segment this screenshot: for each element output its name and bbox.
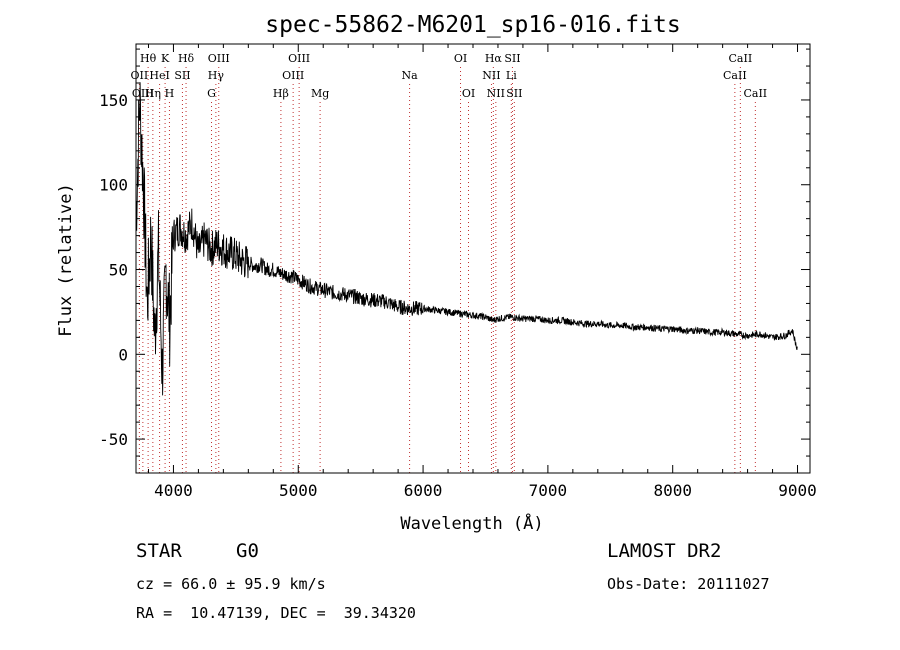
spectral-line-label: Na: [402, 69, 419, 82]
x-tick-label: 4000: [154, 481, 193, 500]
spectral-line-label: CaII: [723, 69, 747, 82]
spectral-line-label: OII: [131, 69, 149, 82]
y-tick-label: 150: [99, 91, 128, 110]
coordinates: RA = 10.47139, DEC = 39.34320: [136, 604, 416, 622]
spectral-line-label: OIII: [208, 52, 230, 65]
y-tick-label: -50: [99, 430, 128, 449]
object-class: STAR: [136, 540, 182, 562]
spectral-line-label: H: [165, 87, 175, 100]
survey-name: LAMOST DR2: [607, 540, 722, 562]
spectral-line-label: NII: [487, 87, 505, 100]
spectral-line-label: SII: [174, 69, 190, 82]
spectral-line-label: Hθ: [140, 52, 157, 65]
spectral-line-label: Hγ: [208, 69, 225, 82]
object-subclass: G0: [236, 540, 259, 562]
y-tick-label: 100: [99, 176, 128, 195]
spectral-line-label: Mg: [311, 87, 329, 100]
x-tick-label: 7000: [529, 481, 568, 500]
redshift-cz: cz = 66.0 ± 95.9 km/s: [136, 575, 326, 593]
flux-series-line: [135, 82, 798, 396]
y-tick-label: 0: [118, 345, 128, 364]
x-tick-label: 9000: [778, 481, 817, 500]
spectral-line-label: HeI: [149, 69, 169, 82]
spectral-line-label: OIII: [282, 69, 304, 82]
spectral-line-label: Li: [506, 69, 517, 82]
spectral-line-label: Hδ: [178, 52, 195, 65]
spectral-line-label: CaII: [729, 52, 753, 65]
spectral-line-label: K: [161, 52, 170, 65]
x-tick-label: 6000: [404, 481, 443, 500]
plot-frame: [135, 43, 811, 474]
x-axis-label: Wavelength (Å): [400, 512, 543, 534]
y-axis-label: Flux (relative): [56, 183, 76, 337]
spectral-line-label: SII: [504, 52, 520, 65]
x-tick-label: 8000: [653, 481, 692, 500]
spectral-line-label: OIII: [288, 52, 310, 65]
x-tick-label: 5000: [279, 481, 318, 500]
spectral-line-label: OI: [462, 87, 475, 100]
spectral-line-label: Hη: [145, 87, 161, 100]
spectral-line-label: OI: [454, 52, 467, 65]
spectral-line-label: CaII: [743, 87, 767, 100]
chart-title: spec-55862-M6201_sp16-016.fits: [265, 12, 680, 38]
spectral-line-label: Hβ: [273, 87, 289, 100]
spectral-line-label: OIII: [132, 87, 154, 100]
spectral-line-label: G: [207, 87, 216, 100]
spectral-line-label: SII: [506, 87, 522, 100]
spectral-line-label: Hα: [485, 52, 503, 65]
spectral-line-label: NII: [482, 69, 500, 82]
observation-date: Obs-Date: 20111027: [607, 575, 770, 593]
y-tick-label: 50: [109, 261, 128, 280]
